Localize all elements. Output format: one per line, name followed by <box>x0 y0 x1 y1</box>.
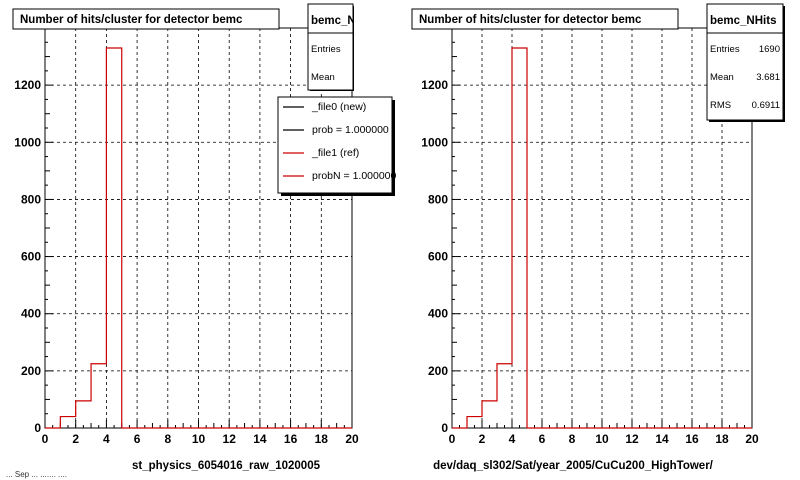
title-box <box>411 8 679 30</box>
stats-row-label: Entries <box>311 44 341 55</box>
chart-title: Number of hits/cluster for detector bemc <box>20 14 243 26</box>
legend-frame <box>277 96 393 194</box>
stats-row-label: Mean <box>311 72 335 83</box>
y-tick-label: 800 <box>428 192 448 206</box>
y-tick-label: 0 <box>34 421 41 435</box>
x-tick-label: 10 <box>595 432 609 446</box>
histogram-bar <box>76 401 91 428</box>
histogram-step-line <box>452 47 752 429</box>
x-tick-label: 0 <box>42 432 49 446</box>
histogram-bar <box>482 401 497 428</box>
histogram-bar <box>91 364 106 428</box>
y-tick-label: 400 <box>428 307 448 321</box>
histogram-bar <box>467 417 482 428</box>
x-tick-label: 6 <box>134 432 141 446</box>
histogram-bar <box>497 364 512 428</box>
x-tick-label: 12 <box>223 432 237 446</box>
legend-label: prob = 1.000000 <box>312 124 389 136</box>
x-tick-label: 6 <box>539 432 546 446</box>
y-tick-label: 1200 <box>14 78 41 92</box>
x-tick-label: 16 <box>284 432 298 446</box>
y-tick-label: 800 <box>21 192 41 206</box>
stats-row-value: 0.6911 <box>752 100 780 111</box>
stats-frame <box>307 3 354 91</box>
x-tick-label: 20 <box>345 432 359 446</box>
x-axis-label: st_physics_6054016_raw_1020005 <box>132 460 321 472</box>
x-tick-label: 14 <box>655 432 669 446</box>
y-tick-label: 0 <box>441 421 448 435</box>
x-tick-label: 12 <box>625 432 639 446</box>
stats-title: bemc_NHits <box>710 15 776 27</box>
legend-label: _file0 (new) <box>311 101 366 113</box>
histogram-bar <box>60 417 75 428</box>
x-tick-label: 2 <box>72 432 79 446</box>
left-histogram-panel: 0 2 4 6 8 10 12 14 16 18 20020040060080010001200Nu… <box>12 3 397 472</box>
x-tick-label: 0 <box>449 432 456 446</box>
y-tick-label: 600 <box>21 250 41 264</box>
stats-row-value: 1690 <box>360 44 381 55</box>
x-tick-label: 4 <box>509 432 516 446</box>
x-tick-label: 2 <box>479 432 486 446</box>
footer-timestamp: ... Sep ... ....... .... <box>6 470 67 479</box>
stats-row-value: 3.681 <box>756 72 780 83</box>
y-tick-label: 400 <box>21 307 41 321</box>
x-tick-label: 20 <box>745 432 759 446</box>
title-box <box>12 8 280 30</box>
stats-box: bemc_NHits Entries 1690 Mean 3.681 RMS 0.6911 <box>706 3 785 122</box>
stats-box: bemc_NHits Entries 1690 Mean 3.681 <box>307 3 381 91</box>
y-tick-label: 200 <box>21 364 41 378</box>
y-tick-label: 1200 <box>421 78 448 92</box>
legend-box: _file0 (new) prob = 1.000000 _file1 (ref) p… <box>277 96 397 196</box>
x-tick-label: 14 <box>253 432 267 446</box>
x-tick-label: 18 <box>715 432 729 446</box>
x-axis-label: dev/daq_sl302/Sat/year_2005/CuCu200_High… <box>433 460 714 472</box>
stats-frame <box>706 3 784 121</box>
y-tick-label: 600 <box>428 250 448 264</box>
x-tick-label: 8 <box>164 432 171 446</box>
x-tick-label: 4 <box>103 432 110 446</box>
stats-row-label: Mean <box>710 72 734 83</box>
y-tick-label: 1000 <box>14 135 41 149</box>
stats-row-value: 3.681 <box>357 72 381 83</box>
right-histogram-panel: 0 2 4 6 8 10 12 14 16 18 20020040060080010001200Nu… <box>411 3 785 472</box>
x-tick-label: 8 <box>569 432 576 446</box>
histogram-bar <box>106 48 121 428</box>
y-tick-label: 200 <box>428 364 448 378</box>
stats-row-value: 1690 <box>759 44 780 55</box>
y-tick-label: 1000 <box>421 135 448 149</box>
legend-label: probN = 1.000000 <box>312 170 397 182</box>
histogram-step-line <box>45 47 352 429</box>
x-tick-label: 18 <box>315 432 329 446</box>
stats-row-label: RMS <box>710 100 731 111</box>
histogram-bar <box>512 48 527 428</box>
chart-title: Number of hits/cluster for detector bemc <box>419 14 642 26</box>
stats-row-label: Entries <box>710 44 740 55</box>
x-tick-label: 16 <box>685 432 699 446</box>
x-tick-label: 10 <box>192 432 206 446</box>
stats-title: bemc_NHits <box>311 15 377 27</box>
legend-label: _file1 (ref) <box>311 147 359 159</box>
